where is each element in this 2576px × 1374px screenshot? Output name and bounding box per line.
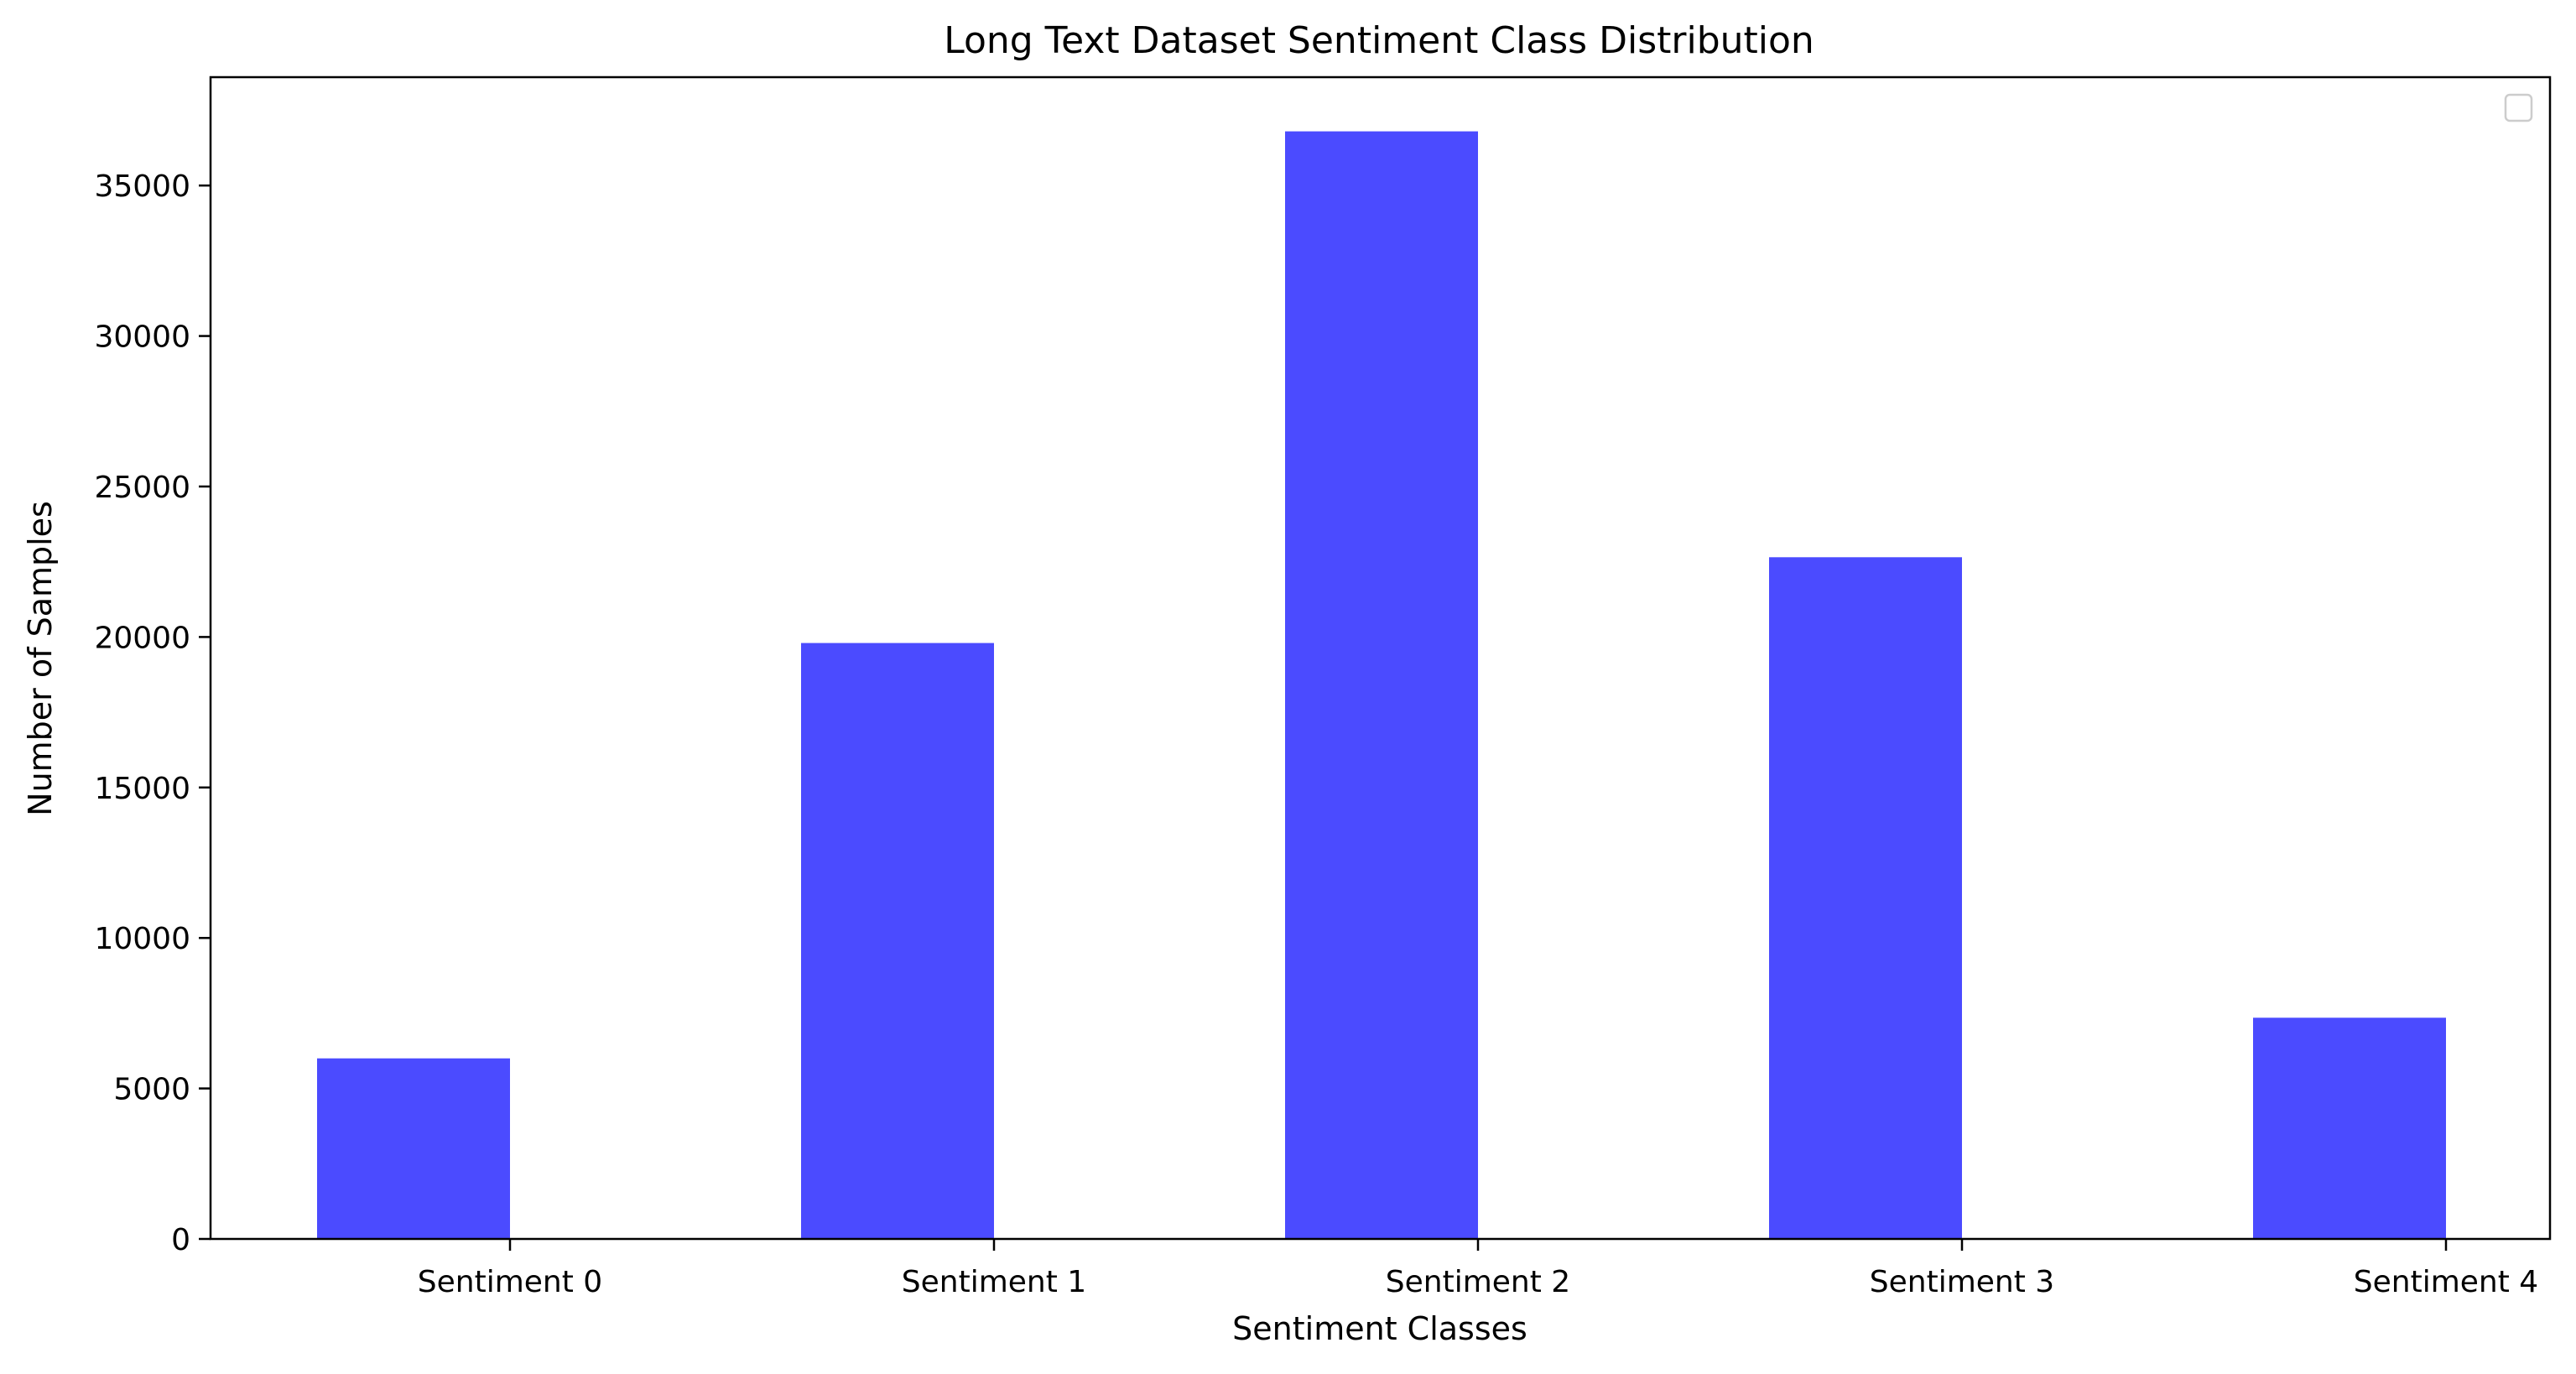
bar-sentiment-3 <box>1769 557 1962 1239</box>
y-tick-label: 10000 <box>94 922 190 956</box>
y-tick-label: 35000 <box>94 169 190 204</box>
y-tick-label: 0 <box>171 1223 190 1257</box>
bar-sentiment-2 <box>1285 131 1478 1240</box>
bar-sentiment-0 <box>317 1058 510 1239</box>
x-tick-label: Sentiment 1 <box>902 1265 1086 1299</box>
bar-sentiment-1 <box>801 643 994 1239</box>
y-axis-label: Number of Samples <box>22 501 59 816</box>
x-tick-label: Sentiment 2 <box>1386 1265 1570 1299</box>
legend-box <box>2504 93 2533 122</box>
chart-title: Long Text Dataset Sentiment Class Distri… <box>944 19 1814 62</box>
bars-group <box>317 131 2446 1240</box>
y-tick-label: 15000 <box>94 772 190 806</box>
bar-sentiment-4 <box>2253 1017 2446 1239</box>
y-tick-label: 20000 <box>94 621 190 655</box>
x-axis-ticks: Sentiment 0 Sentiment 1 Sentiment 2 Sentime… <box>418 1239 2538 1299</box>
x-tick-label: Sentiment 3 <box>1870 1265 2054 1299</box>
y-axis-ticks: 0 5000 10000 15000 20000 25000 30000 35000 <box>94 169 211 1257</box>
x-tick-label: Sentiment 0 <box>418 1265 602 1299</box>
y-tick-label: 30000 <box>94 320 190 355</box>
y-tick-label: 5000 <box>113 1073 190 1107</box>
y-tick-label: 25000 <box>94 471 190 505</box>
x-tick-label: Sentiment 4 <box>2354 1265 2538 1299</box>
x-axis-label: Sentiment Classes <box>1232 1310 1527 1347</box>
plot-frame <box>209 75 2552 1241</box>
